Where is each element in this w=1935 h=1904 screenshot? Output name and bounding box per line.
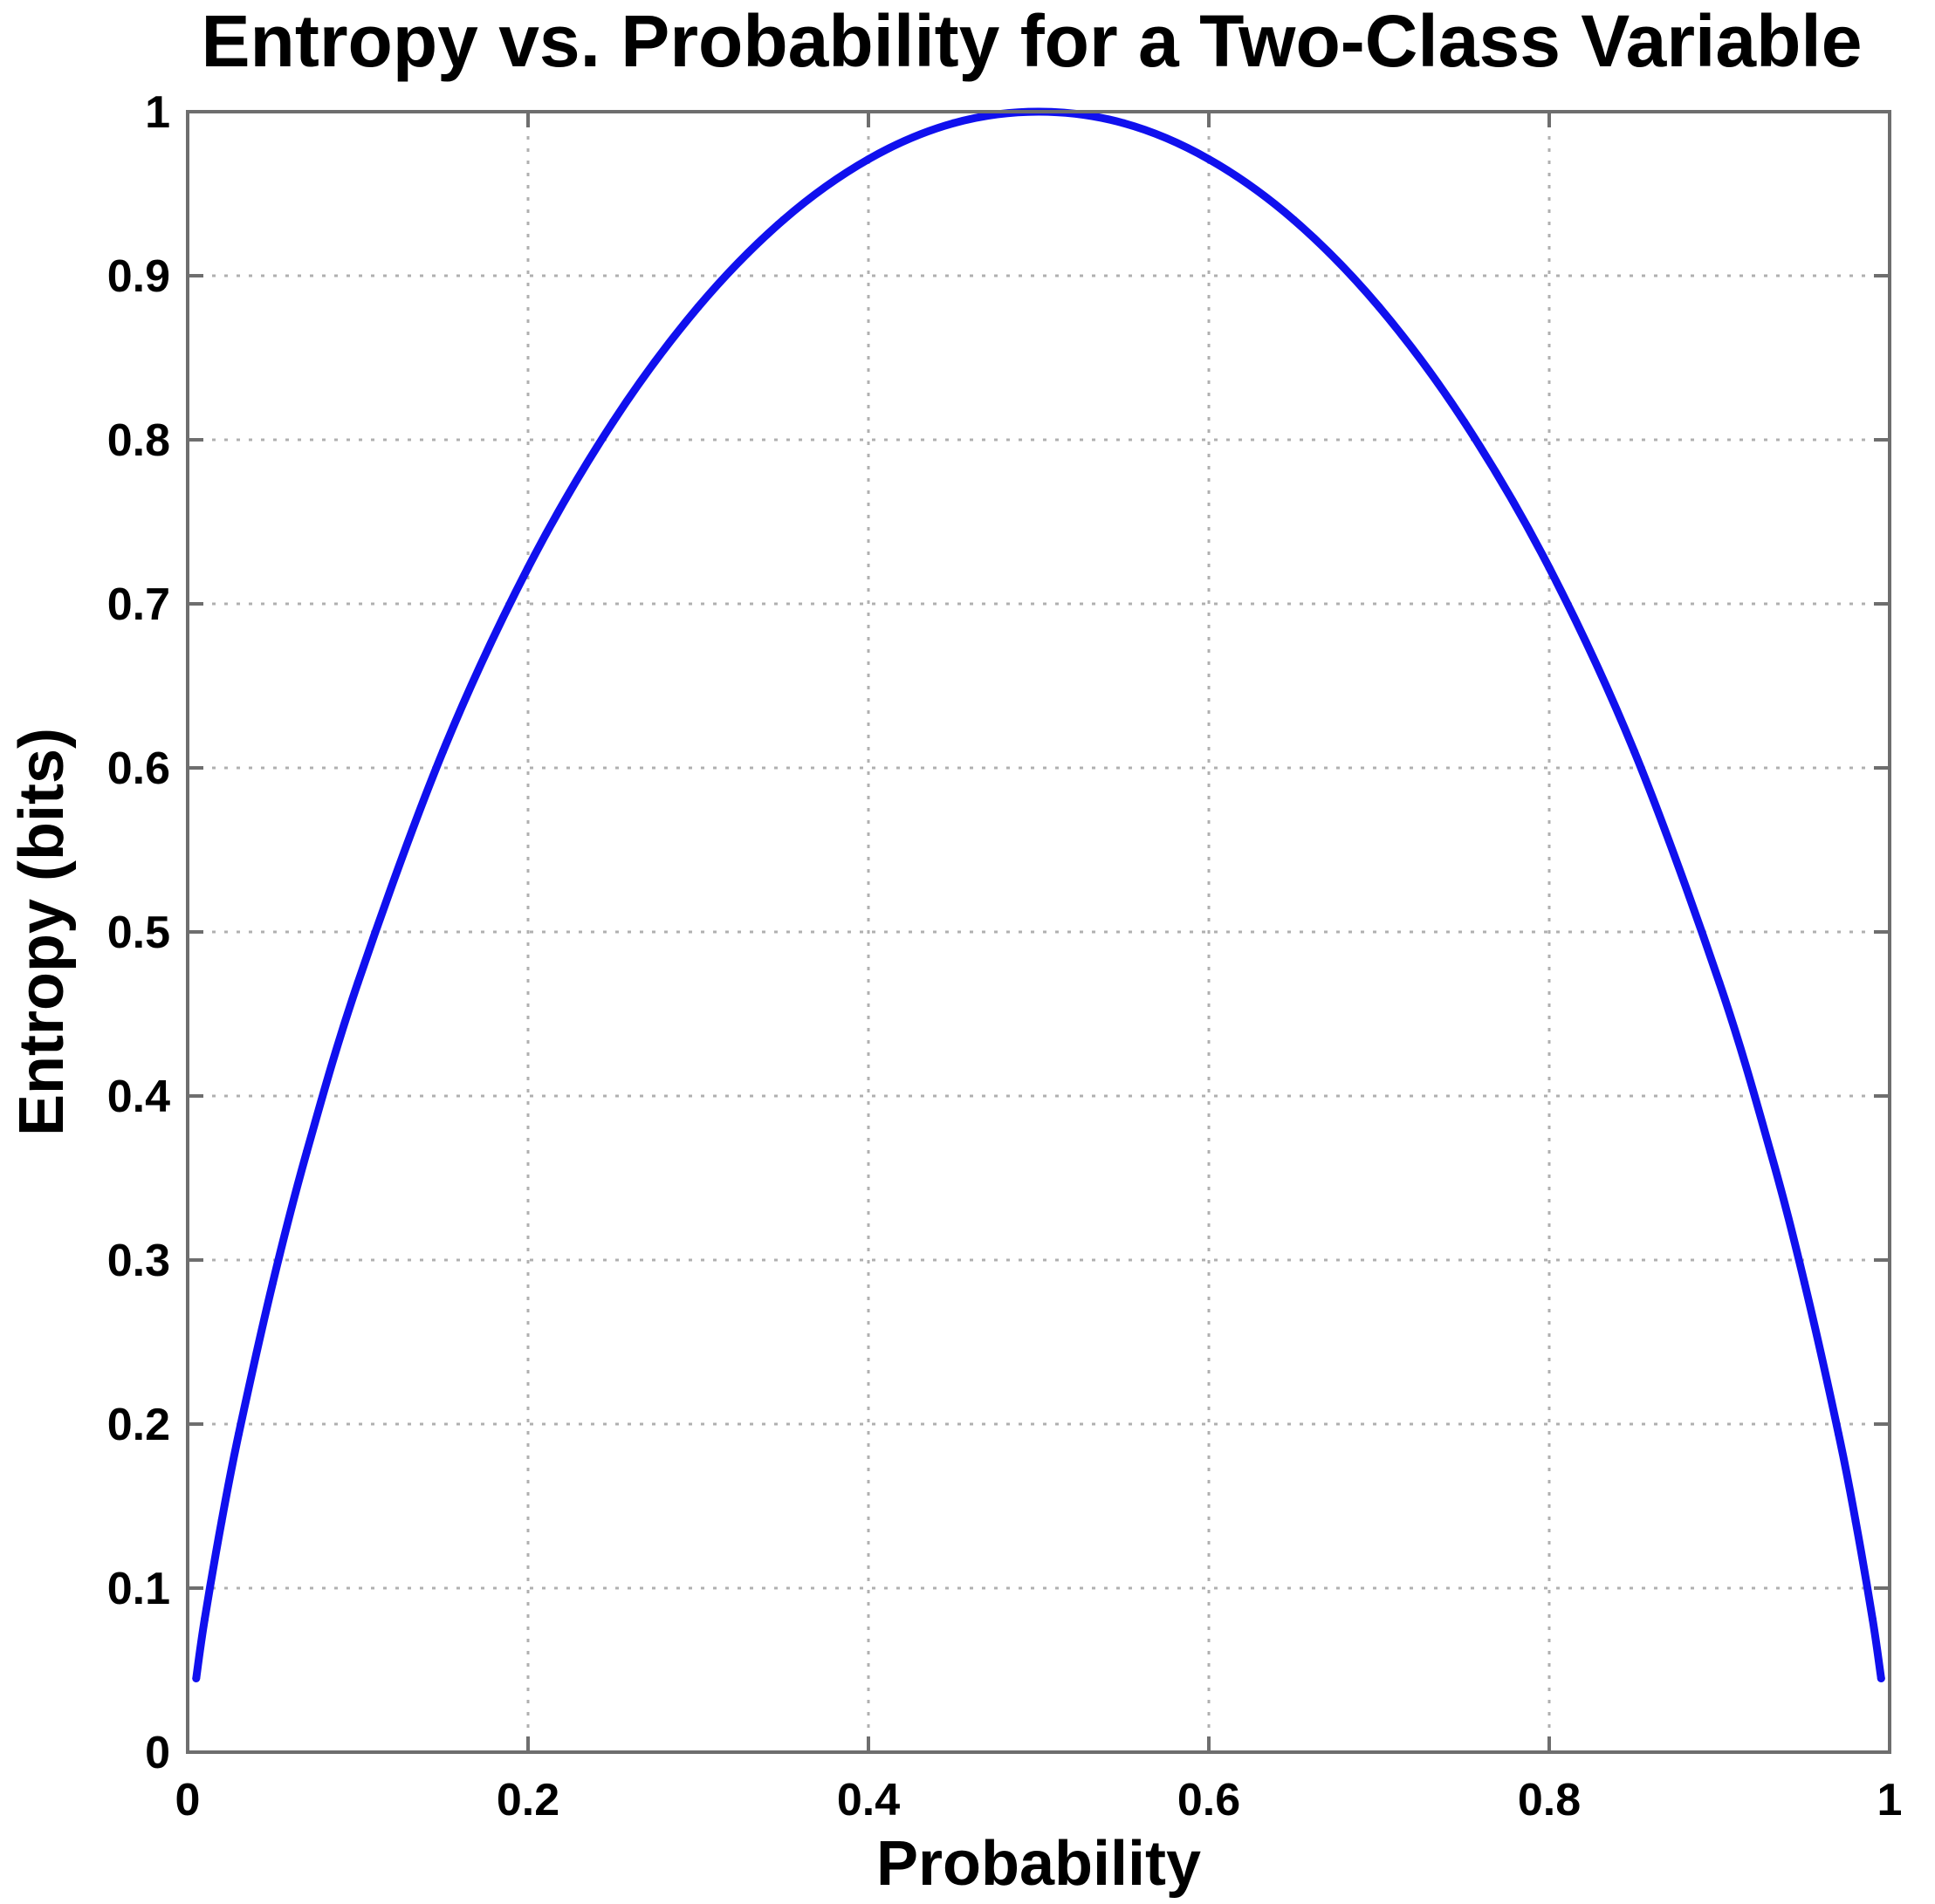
y-tick-label: 0.8 xyxy=(107,415,170,466)
y-tick-label: 0.7 xyxy=(107,579,170,630)
data-point xyxy=(864,155,873,164)
grid xyxy=(188,112,1890,1752)
data-point xyxy=(1290,216,1298,224)
data-point xyxy=(1630,747,1638,756)
y-tick-label: 0.3 xyxy=(107,1236,170,1286)
y-tick-label: 1 xyxy=(145,87,170,138)
data-point xyxy=(1545,564,1554,572)
y-tick-label: 0.2 xyxy=(107,1400,170,1450)
data-point xyxy=(1801,1278,1808,1287)
data-point xyxy=(353,978,362,987)
data-point xyxy=(235,1429,243,1438)
axis-ticks xyxy=(186,110,1891,1754)
y-tick-label: 0.5 xyxy=(107,907,170,958)
y-axis-tick-labels: 0 0.1 0.2 0.3 0.4 0.5 0.6 0.7 0.8 0.9 1 xyxy=(107,87,170,1778)
x-tick-label: 0.2 xyxy=(497,1775,559,1825)
y-tick-label: 0.1 xyxy=(107,1564,170,1614)
x-tick-label: 0.6 xyxy=(1177,1775,1240,1825)
data-point xyxy=(694,303,703,312)
x-tick-label: 0.4 xyxy=(837,1775,900,1825)
x-tick-label: 0 xyxy=(175,1775,201,1825)
plot-area xyxy=(192,107,1885,1682)
data-point xyxy=(1835,1429,1842,1438)
data-point xyxy=(303,1147,311,1156)
data-point xyxy=(779,216,787,224)
data-point xyxy=(1715,978,1724,987)
data-point xyxy=(1851,1517,1860,1525)
data-point xyxy=(201,1615,209,1624)
data-point xyxy=(1767,1147,1774,1156)
data-point xyxy=(1204,155,1213,164)
data-point xyxy=(950,119,957,127)
y-tick-label: 0 xyxy=(145,1728,170,1778)
plot-frame xyxy=(186,110,1891,1754)
data-point xyxy=(439,747,447,756)
y-tick-label: 0.6 xyxy=(107,743,170,794)
data-point xyxy=(1877,1674,1885,1682)
data-point xyxy=(192,1674,201,1682)
x-tick-label: 0.8 xyxy=(1518,1775,1581,1825)
chart-title: Entropy vs. Probability for a Two-Class … xyxy=(202,0,1863,82)
data-point xyxy=(609,417,617,426)
data-point xyxy=(1120,119,1128,127)
data-point xyxy=(269,1278,277,1287)
y-axis-label: Entropy (bits) xyxy=(7,728,77,1136)
entropy-curve xyxy=(192,107,1885,1682)
data-point xyxy=(1869,1615,1877,1624)
data-point xyxy=(1460,417,1468,426)
y-tick-label: 0.4 xyxy=(107,1072,170,1122)
x-tick-label: 1 xyxy=(1877,1775,1903,1825)
x-axis-tick-labels: 0 0.2 0.4 0.6 0.8 1 xyxy=(175,1775,1903,1825)
data-point xyxy=(217,1517,226,1525)
y-tick-label: 0.9 xyxy=(107,251,170,302)
data-point xyxy=(524,564,532,572)
data-point xyxy=(1375,303,1383,312)
x-axis-label: Probability xyxy=(876,1829,1201,1899)
